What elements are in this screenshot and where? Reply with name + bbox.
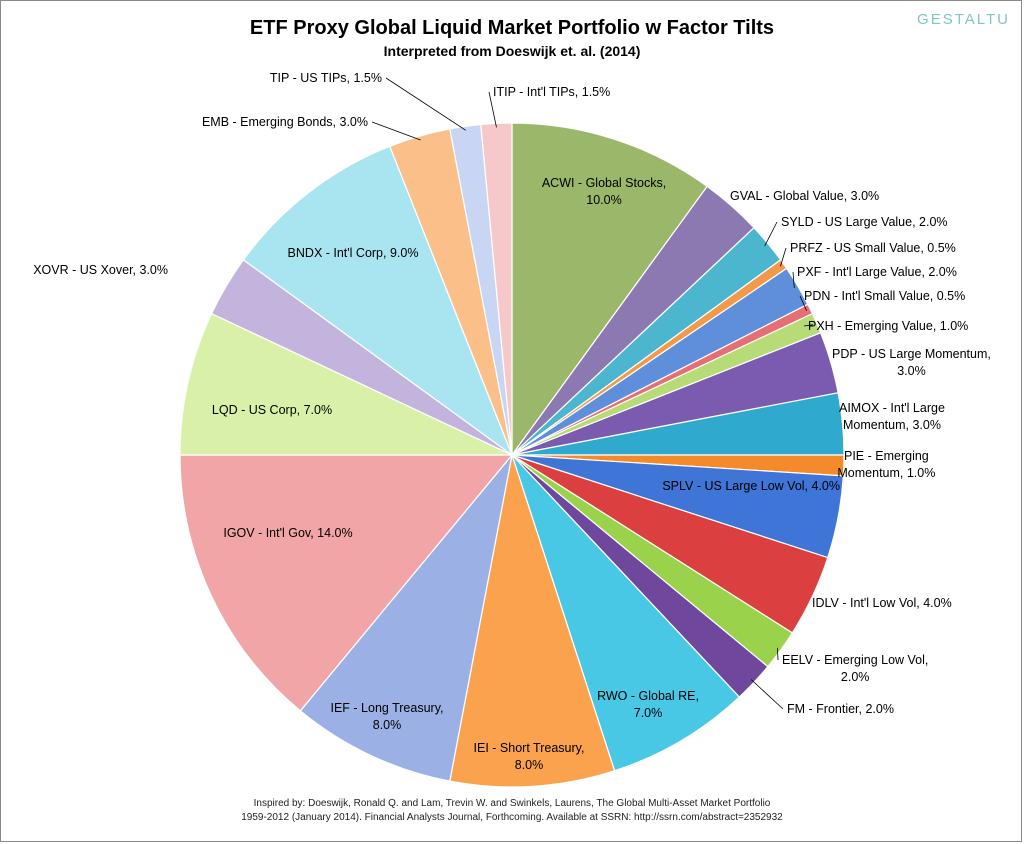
- slice-label: BNDX - Int'l Corp, 9.0%: [288, 246, 419, 260]
- slice-label: TIP - US TIPs, 1.5%: [270, 71, 382, 85]
- slice-label: EELV - Emerging Low Vol, 2.0%: [782, 653, 928, 684]
- slice-label: PRFZ - US Small Value, 0.5%: [790, 241, 956, 255]
- slice-label: ACWI - Global Stocks, 10.0%: [542, 176, 666, 207]
- slice-label: RWO - Global RE, 7.0%: [597, 689, 699, 720]
- leader-line: [803, 324, 814, 327]
- slice-label: PIE - Emerging Momentum, 1.0%: [837, 449, 935, 480]
- slice-label: PXF - Int'l Large Value, 2.0%: [797, 265, 957, 279]
- slice-label: AIMOX - Int'l Large Momentum, 3.0%: [839, 401, 945, 432]
- pie-slice-bndx: [242, 145, 514, 457]
- pie-slice-ief: [299, 454, 513, 782]
- pie-slices: [179, 122, 845, 788]
- pie-slice-iei: [449, 454, 616, 788]
- slice-label: IGOV - Int'l Gov, 14.0%: [223, 526, 352, 540]
- leader-line: [371, 121, 421, 141]
- pie-slice-acwi: [511, 122, 708, 457]
- leader-lines: [371, 77, 814, 710]
- slice-label: IEF - Long Treasury, 8.0%: [330, 701, 443, 732]
- pie-slice-igov: [179, 454, 514, 712]
- leader-line: [777, 647, 779, 661]
- slice-label: SPLV - US Large Low Vol, 4.0%: [662, 479, 840, 493]
- pie-slice-lqd: [179, 312, 513, 456]
- footnote-line-1: Inspired by: Doeswijk, Ronald Q. and Lam…: [254, 798, 771, 809]
- slice-label: IDLV - Int'l Low Vol, 4.0%: [812, 596, 952, 610]
- slice-label: LQD - US Corp, 7.0%: [212, 403, 332, 417]
- slice-label: XOVR - US Xover, 3.0%: [33, 263, 168, 277]
- slice-label: GVAL - Global Value, 3.0%: [730, 189, 879, 203]
- leader-line: [764, 221, 778, 247]
- leader-line: [780, 247, 787, 267]
- leader-line: [488, 91, 497, 128]
- chart-subtitle: Interpreted from Doeswijk et. al. (2014): [384, 43, 641, 59]
- slice-label: PDN - Int'l Small Value, 0.5%: [804, 289, 965, 303]
- leader-line: [385, 77, 467, 131]
- pie-slice-rwo: [511, 454, 741, 772]
- leader-line: [792, 271, 795, 289]
- slice-label: EMB - Emerging Bonds, 3.0%: [202, 115, 368, 129]
- slice-label: IEI - Short Treasury, 8.0%: [474, 741, 585, 772]
- pie-slice-itip: [480, 122, 513, 456]
- slice-label: PDP - US Large Momentum, 3.0%: [832, 347, 991, 378]
- brand-logo: GESTALTU: [917, 11, 1010, 28]
- slice-label: FM - Frontier, 2.0%: [787, 702, 894, 716]
- chart-title: ETF Proxy Global Liquid Market Portfolio…: [250, 17, 774, 39]
- leader-line: [750, 679, 784, 710]
- slice-label: SYLD - US Large Value, 2.0%: [781, 215, 948, 229]
- leader-line: [799, 295, 807, 311]
- footnote-line-2: 1959-2012 (January 2014). Financial Anal…: [241, 812, 783, 823]
- slice-labels: ACWI - Global Stocks, 10.0% GVAL - Global …: [33, 71, 991, 772]
- slice-label: PXH - Emerging Value, 1.0%: [808, 319, 968, 333]
- slice-label: ITIP - Int'l TIPs, 1.5%: [493, 85, 610, 99]
